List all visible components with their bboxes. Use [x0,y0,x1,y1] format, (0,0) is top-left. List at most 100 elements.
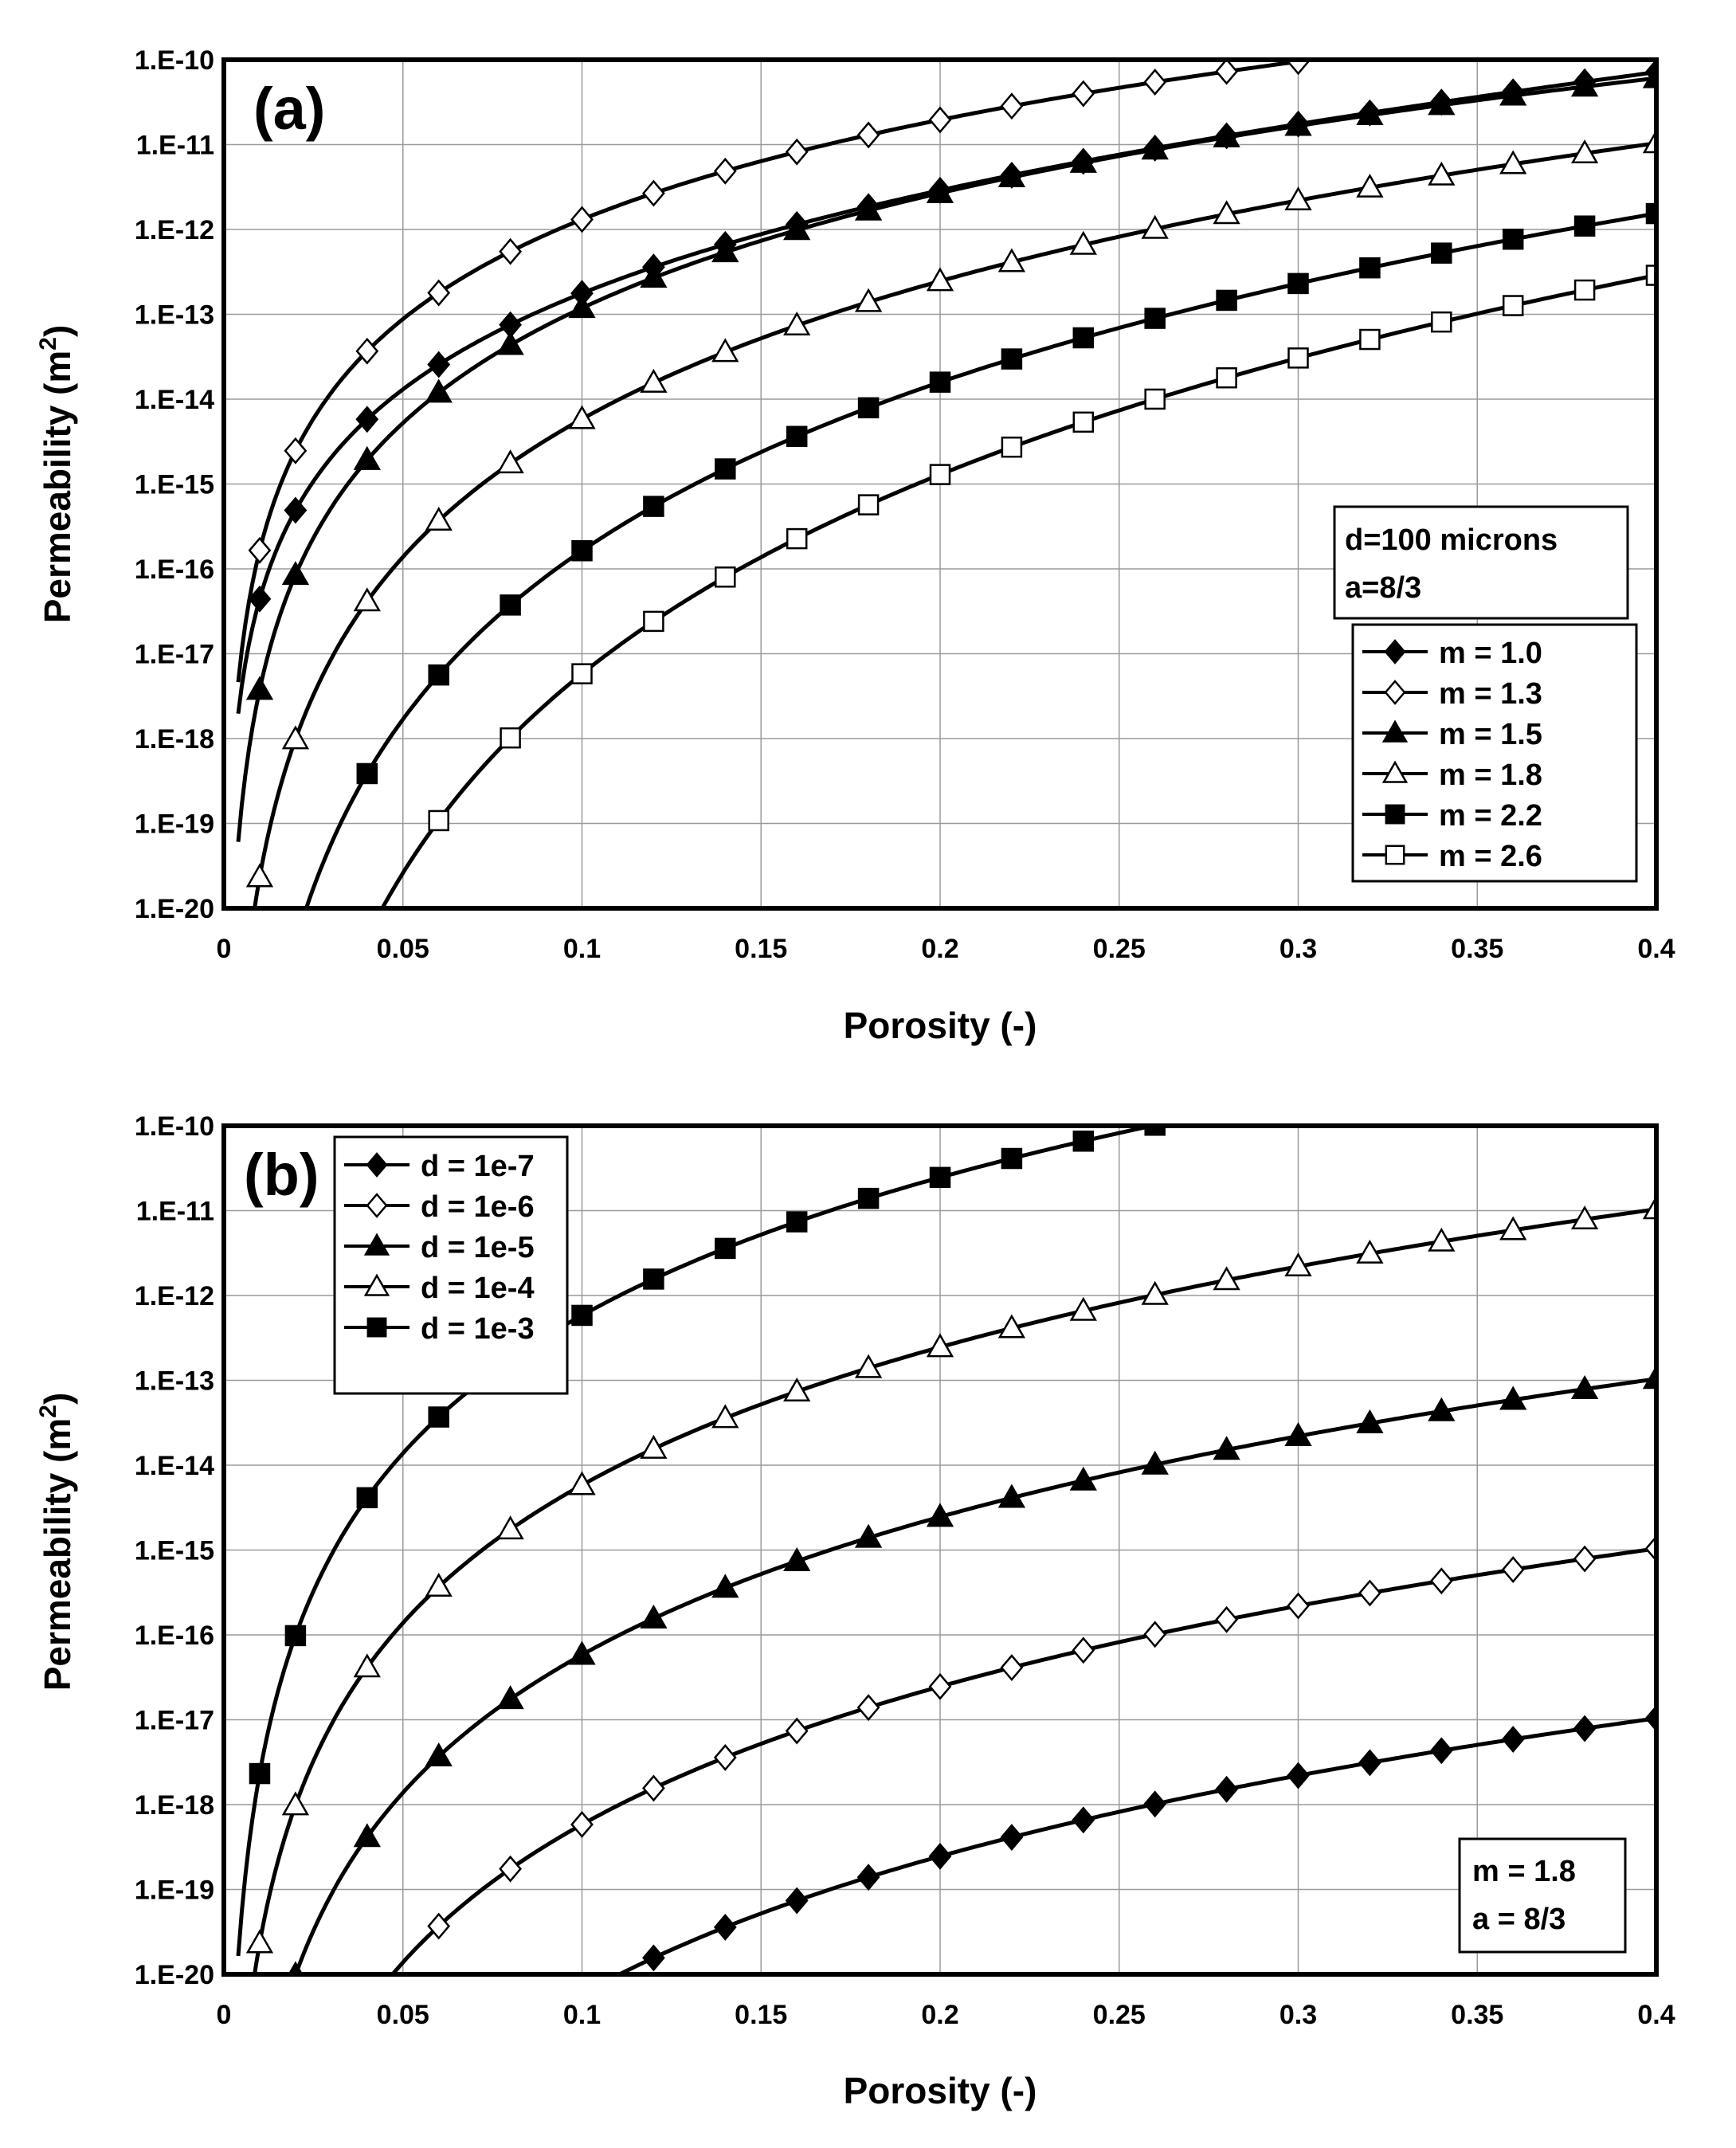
y-tick-label-b: 1.E-12 [135,1281,214,1311]
data-point-m-2-2 [1359,257,1381,279]
data-point-m-1-3 [1072,80,1095,108]
data-point-m-2-2 [643,496,664,517]
data-point-m-2-6 [1216,366,1237,389]
data-point-d-1e-5 [1642,1365,1656,1390]
x-axis-label-a: Porosity (-) [844,1005,1037,1046]
data-point-m-1-5 [1141,135,1169,160]
data-point-m-1-3 [1000,92,1024,120]
data-point-m-2-2 [1573,215,1596,237]
data-point-d-1e-7 [1072,1806,1095,1834]
data-point-m-2-2 [500,594,521,616]
legend-a: m = 1.0 m = 1.3 m = 1.5 m = 1.8 m = 2.2 m = 2… [1351,623,1638,883]
data-point-m-1-8 [1069,230,1097,255]
data-point-d-1e-4 [783,1378,811,1402]
annotation-box-b: m = 1.8 a = 8/3 [1458,1837,1627,1954]
legend-label: d = 1e-4 [421,1272,535,1305]
data-point-d-1e-3 [715,1237,736,1260]
data-point-d-1e-4 [997,1314,1026,1339]
data-point-m-2-2 [786,425,808,448]
data-point-d-1e-6 [499,1855,522,1883]
data-point-d-1e-7 [1429,1737,1453,1765]
data-point-d-1e-6 [713,1743,737,1771]
annotation-frame-b [1458,1837,1627,1954]
data-point-m-2-6 [571,663,593,684]
data-point-d-1e-4 [640,1434,668,1459]
legend-marker [1385,845,1405,865]
legend-marker [366,1317,387,1338]
data-point-m-1-5 [997,163,1026,188]
series-line-m-1-8 [253,141,1656,908]
data-point-m-2-6 [1573,279,1596,301]
data-point-d-1e-6 [1000,1654,1024,1681]
y-axis-label-a: Permeability (m2) [35,325,78,624]
legend-frame-b [333,1135,569,1395]
legend-marker [366,1193,388,1218]
data-point-d-1e-5 [1356,1409,1384,1433]
data-point-m-1-8 [1356,173,1384,198]
x-tick-label-a: 0.4 [1637,934,1675,964]
data-point-d-1e-3 [249,1762,271,1785]
legend-label: d = 1e-7 [421,1150,535,1183]
annotation-line-a-1: d=100 microns [1345,523,1558,557]
x-tick-label-a: 0.35 [1451,934,1503,964]
legend-marker [366,1152,388,1178]
y-tick-label-b: 1.E-15 [135,1536,214,1566]
data-point-m-1-8 [711,338,739,363]
y-axis-label-b-sup: 2 [35,1405,61,1418]
data-point-m-2-6 [1001,436,1023,458]
data-point-d-1e-5 [1284,1422,1312,1447]
data-point-d-1e-3 [643,1268,664,1290]
y-tick-label-a: 1.E-18 [135,724,214,755]
data-point-d-1e-4 [568,1471,596,1495]
panel-label-b: (b) [244,1142,319,1208]
y-axis-label-b: Permeability (m2) [35,1393,78,1691]
data-point-d-1e-3 [1144,1126,1166,1136]
x-tick-label-a: 0.05 [377,934,429,964]
data-point-m-1-3 [499,237,522,265]
data-point-d-1e-4 [1642,1195,1656,1220]
data-point-m-1-3 [355,337,379,365]
data-point-d-1e-4 [1284,1252,1312,1277]
data-point-d-1e-5 [1141,1450,1169,1475]
annotation-line-b-1: m = 1.8 [1472,1855,1576,1888]
data-point-d-1e-5 [1570,1374,1599,1400]
data-point-d-1e-6 [1501,1556,1525,1583]
legend-b: d = 1e-7 d = 1e-6 d = 1e-5 d = 1e-4 d = 1e-3 [333,1135,569,1395]
x-tick-label-b: 0.05 [377,2000,429,2030]
data-point-m-1-3 [427,279,451,307]
data-point-m-1-5 [1069,148,1097,173]
data-point-d-1e-4 [1069,1296,1097,1321]
data-point-m-2-2 [428,664,449,686]
data-point-d-1e-5 [854,1523,883,1548]
annotation-line-a-2: a=8/3 [1345,571,1421,605]
legend-marker [1381,719,1409,743]
data-point-d-1e-5 [711,1574,739,1598]
legend-label: m = 1.0 [1439,637,1542,670]
data-point-m-1-3 [642,179,665,207]
data-point-m-1-8 [783,312,811,336]
data-point-d-1e-6 [1287,1592,1310,1620]
data-point-m-2-2 [1287,272,1309,295]
plot-frame-b [221,1123,1659,1977]
series-line-d-1e-6 [390,1546,1656,1974]
data-point-d-1e-3 [857,1187,880,1209]
data-point-d-1e-7 [713,1913,737,1941]
panel-b: 1.E-10 1.E-11 1.E-12 1.E-13 1.E-14 1.E-15 1.E-… [35,1111,1675,2111]
data-point-d-1e-5 [1213,1436,1240,1460]
panel-label-a: (a) [253,76,325,142]
data-point-d-1e-4 [1356,1239,1384,1264]
data-point-d-1e-6 [928,1672,952,1700]
data-point-d-1e-3 [929,1166,951,1189]
data-point-m-1-8 [926,267,954,292]
data-point-m-1-5 [711,238,739,263]
y-tick-label-a: 1.E-10 [135,45,214,76]
data-point-m-2-2 [1072,327,1095,349]
data-point-d-1e-5 [1069,1466,1097,1491]
x-axis-label-b: Porosity (-) [844,2070,1037,2111]
data-point-d-1e-4 [1428,1227,1456,1252]
data-point-m-1-3 [284,437,308,464]
data-point-m-2-6 [1287,347,1309,369]
data-point-d-1e-6 [570,1811,594,1838]
y-tick-label-a: 1.E-12 [135,215,214,245]
